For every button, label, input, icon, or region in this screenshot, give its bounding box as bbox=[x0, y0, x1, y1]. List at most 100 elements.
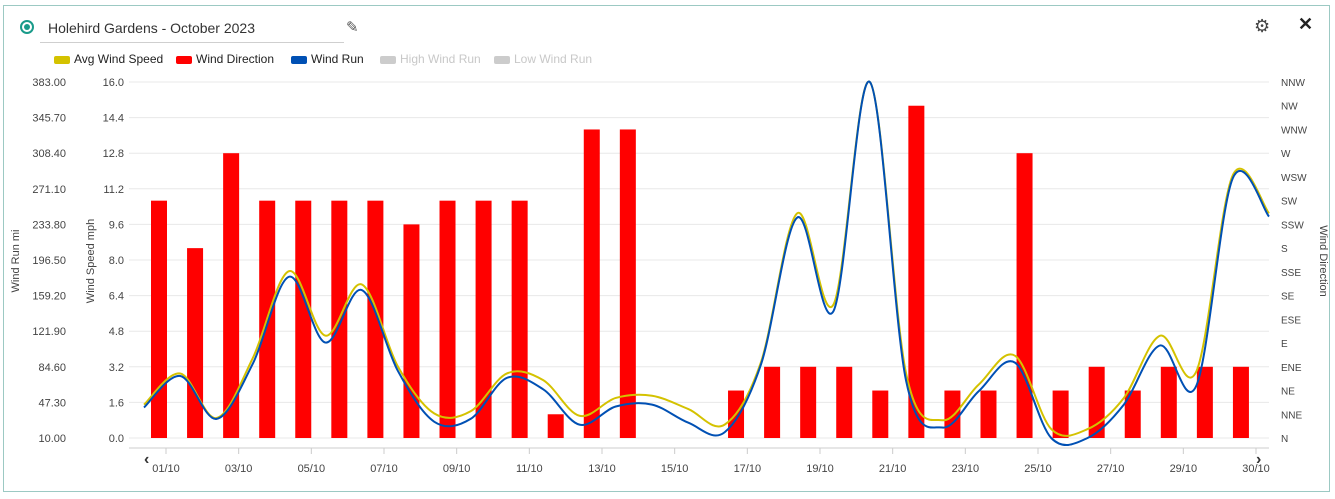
wind-direction-bar bbox=[944, 390, 961, 438]
x-tick-label: 01/10 bbox=[152, 463, 180, 475]
wind-direction-tick-label: SSE bbox=[1281, 268, 1301, 279]
wind-direction-bar bbox=[800, 366, 817, 438]
wind-speed-axis-title: Wind Speed mph bbox=[85, 219, 97, 303]
wind-direction-bar bbox=[908, 105, 925, 438]
legend-label-wind-direction: Wind Direction bbox=[196, 52, 275, 66]
wind-direction-tick-label: WNW bbox=[1281, 125, 1308, 136]
wind-direction-tick-label: NNE bbox=[1281, 410, 1302, 421]
wind-chart: 383.00 345.70 308.40 271.10 233.80 196.50 159.… bbox=[10, 77, 1329, 475]
panel-header: Holehird Gardens - October 2023 ✎ ⚙ ✕ bbox=[4, 6, 1329, 50]
legend-label-wind-run: Wind Run bbox=[311, 52, 364, 66]
x-tick-label: 09/10 bbox=[443, 463, 471, 475]
panel-title: Holehird Gardens - October 2023 bbox=[48, 20, 255, 36]
legend-item-wind-run[interactable]: Wind Run bbox=[291, 52, 364, 66]
wind-direction-tick-label: NNW bbox=[1281, 78, 1305, 89]
wind-direction-tick-label: SSW bbox=[1281, 220, 1304, 231]
wind-direction-bar bbox=[619, 129, 636, 438]
wind-direction-bar bbox=[547, 414, 564, 438]
wind-direction-bar bbox=[151, 200, 167, 438]
legend-label-avg-wind-speed: Avg Wind Speed bbox=[74, 52, 164, 66]
x-tick-label: 25/10 bbox=[1024, 463, 1052, 475]
legend-item-low-wind-run[interactable]: Low Wind Run bbox=[494, 52, 592, 66]
scroll-left-icon[interactable]: ‹ bbox=[144, 451, 149, 468]
x-tick-label: 11/10 bbox=[516, 463, 543, 475]
wind-direction-tick-label: ENE bbox=[1281, 363, 1302, 374]
wind-direction-tick-label: W bbox=[1281, 149, 1291, 160]
wind-run-tick-label: 196.50 bbox=[32, 255, 66, 267]
wind-run-tick-label: 84.60 bbox=[38, 362, 66, 374]
x-tick-label: 13/10 bbox=[588, 463, 616, 475]
wind-speed-tick-label: 12.8 bbox=[103, 148, 124, 160]
wind-direction-bar bbox=[475, 200, 492, 438]
select-radio-icon[interactable] bbox=[20, 20, 34, 34]
legend-label-low-wind-run: Low Wind Run bbox=[514, 52, 593, 66]
legend-label-high-wind-run: High Wind Run bbox=[400, 52, 481, 66]
chart-panel: Holehird Gardens - October 2023 ✎ ⚙ ✕ Av… bbox=[3, 5, 1330, 492]
x-tick-label: 19/10 bbox=[806, 463, 834, 475]
legend-item-avg-wind-speed[interactable]: Avg Wind Speed bbox=[54, 52, 163, 66]
wind-direction-tick-label: ESE bbox=[1281, 315, 1301, 326]
x-tick-label: 29/10 bbox=[1170, 463, 1198, 475]
x-tick-label: 23/10 bbox=[952, 463, 980, 475]
wind-direction-tick-label: N bbox=[1281, 434, 1288, 445]
wind-direction-bar bbox=[1016, 153, 1033, 438]
legend-item-high-wind-run[interactable]: High Wind Run bbox=[380, 52, 481, 66]
legend-item-wind-direction[interactable]: Wind Direction bbox=[176, 52, 274, 66]
wind-speed-tick-label: 9.6 bbox=[109, 219, 124, 231]
wind-speed-tick-label: 1.6 bbox=[109, 397, 124, 409]
wind-direction-bar bbox=[872, 390, 889, 438]
wind-direction-bar bbox=[295, 200, 312, 438]
wind-run-tick-label: 345.70 bbox=[32, 113, 66, 125]
wind-direction-tick-label: S bbox=[1281, 244, 1288, 255]
x-tick-label: 27/10 bbox=[1097, 463, 1125, 475]
x-tick-label: 05/10 bbox=[298, 463, 326, 475]
legend-swatch-high-wind-run bbox=[380, 55, 396, 64]
wind-speed-tick-label: 3.2 bbox=[109, 362, 124, 374]
wind-speed-tick-label: 11.2 bbox=[103, 184, 124, 196]
legend-swatch-low-wind-run bbox=[494, 55, 510, 64]
gear-icon[interactable]: ⚙ bbox=[1254, 16, 1271, 36]
wind-speed-tick-label: 0.0 bbox=[109, 433, 124, 445]
wind-direction-bar bbox=[980, 390, 997, 438]
wind-direction-bar bbox=[836, 366, 853, 438]
scroll-right-icon[interactable]: › bbox=[1256, 451, 1261, 468]
wind-direction-tick-label: WSW bbox=[1281, 173, 1307, 184]
x-tick-label: 21/10 bbox=[879, 463, 907, 475]
close-icon[interactable]: ✕ bbox=[1298, 14, 1314, 34]
wind-run-tick-label: 159.20 bbox=[32, 291, 66, 303]
wind-direction-bar bbox=[511, 200, 528, 438]
wind-direction-bar bbox=[1232, 366, 1249, 438]
wind-direction-bar bbox=[583, 129, 600, 438]
wind-speed-tick-label: 8.0 bbox=[109, 255, 124, 267]
wind-direction-bar bbox=[764, 366, 781, 438]
wind-run-tick-label: 383.00 bbox=[32, 77, 66, 89]
x-tick-label: 07/10 bbox=[370, 463, 398, 475]
legend-swatch-wind-direction bbox=[176, 55, 192, 64]
wind-direction-tick-label: SE bbox=[1281, 292, 1295, 303]
wind-speed-tick-label: 16.0 bbox=[103, 77, 124, 89]
wind-direction-bar bbox=[403, 224, 420, 438]
x-tick-label: 17/10 bbox=[734, 463, 762, 475]
wind-run-tick-label: 308.40 bbox=[32, 148, 66, 160]
wind-speed-tick-label: 6.4 bbox=[109, 291, 124, 303]
wind-direction-tick-label: NW bbox=[1281, 102, 1298, 113]
x-tick-label: 15/10 bbox=[661, 463, 689, 475]
wind-speed-tick-label: 4.8 bbox=[109, 326, 124, 338]
wind-direction-axis-title: Wind Direction bbox=[1317, 225, 1329, 297]
pencil-icon[interactable]: ✎ bbox=[346, 19, 359, 36]
wind-run-tick-label: 271.10 bbox=[32, 184, 66, 196]
wind-speed-tick-label: 14.4 bbox=[103, 113, 124, 125]
wind-direction-bar bbox=[187, 248, 204, 438]
wind-direction-bar bbox=[1196, 366, 1213, 438]
legend-swatch-wind-run bbox=[291, 55, 307, 64]
wind-direction-bar bbox=[1124, 390, 1141, 438]
wind-direction-bar bbox=[223, 153, 240, 438]
x-tick-label: 30/10 bbox=[1242, 463, 1270, 475]
wind-direction-tick-label: E bbox=[1281, 339, 1288, 350]
wind-direction-bar bbox=[439, 200, 456, 438]
wind-direction-tick-label: NE bbox=[1281, 387, 1295, 398]
wind-run-tick-label: 10.00 bbox=[38, 433, 66, 445]
legend-swatch-avg-wind-speed bbox=[54, 55, 70, 64]
wind-run-tick-label: 233.80 bbox=[32, 219, 66, 231]
x-tick-label: 03/10 bbox=[225, 463, 253, 475]
